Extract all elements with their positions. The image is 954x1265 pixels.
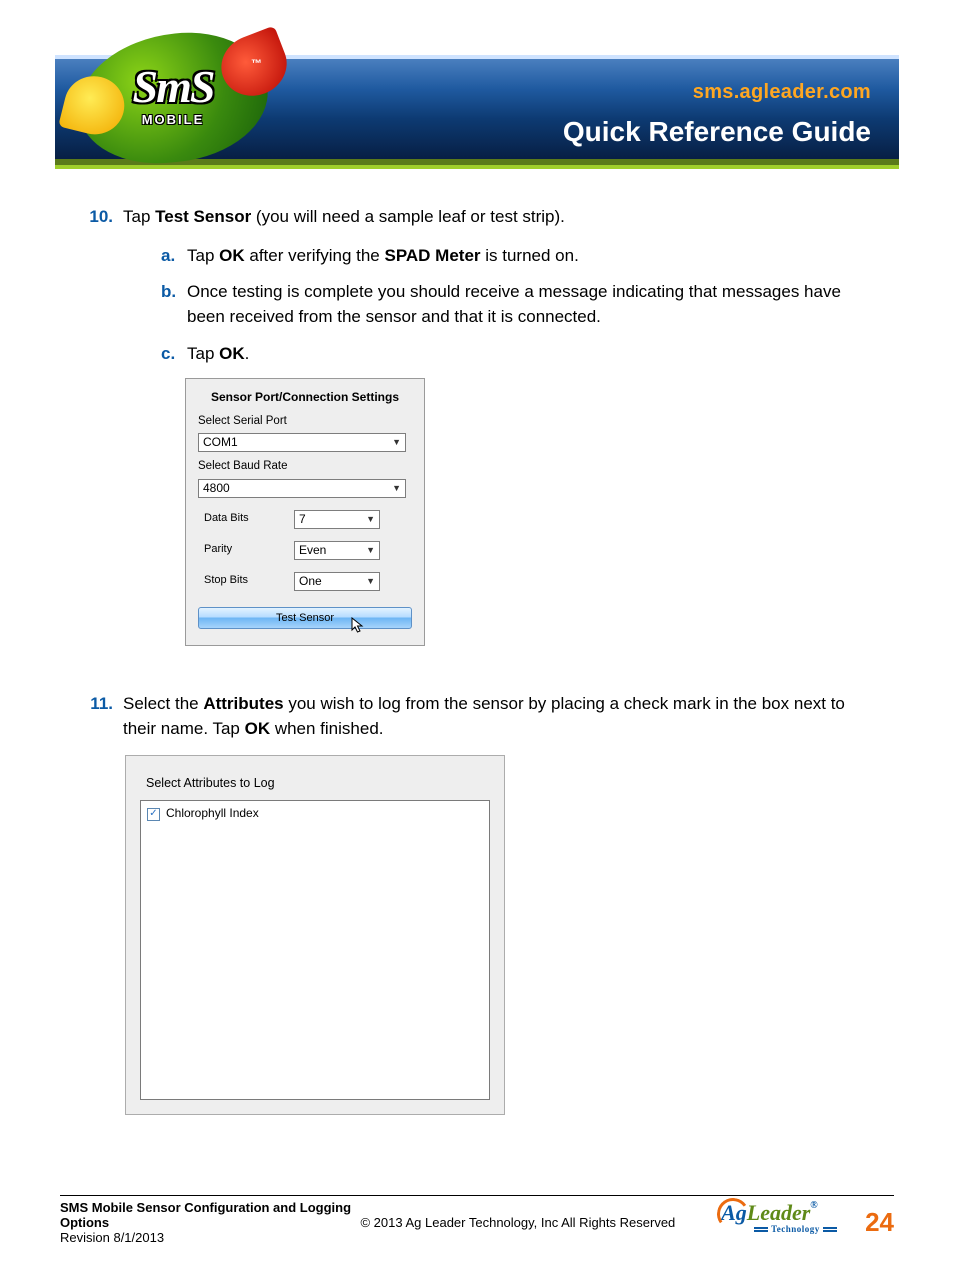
step-number: 10. [85,205,123,674]
bold: SPAD Meter [384,246,480,265]
select-value: Even [299,542,326,559]
sub-number: a. [161,244,187,269]
dialog-title: Sensor Port/Connection Settings [198,389,412,406]
footer-copyright: © 2013 Ag Leader Technology, Inc All Rig… [360,1215,675,1230]
sub-number: b. [161,280,187,329]
chevron-down-icon: ▼ [366,513,375,526]
bold: OK [219,344,245,363]
bold: Test Sensor [155,207,251,226]
footer-revision: Revision 8/1/2013 [60,1230,164,1245]
data-bits-select[interactable]: 7 ▼ [294,510,380,529]
attribute-label: Chlorophyll Index [166,805,259,822]
text: when finished. [270,719,383,738]
select-value: 4800 [203,480,230,497]
data-bits-label: Data Bits [198,511,294,527]
text: Tap [187,344,219,363]
parity-label: Parity [198,542,294,558]
select-value: COM1 [203,434,238,451]
baud-rate-label: Select Baud Rate [198,458,412,475]
sub-number: c. [161,342,187,367]
text: Once testing is complete you should rece… [187,280,869,329]
text: Tap [187,246,219,265]
logo-sub-text: MOBILE [78,112,268,127]
step-11: 11. Select the Attributes you wish to lo… [85,692,869,1115]
logo-tm: ™ [251,58,262,70]
bold: Attributes [203,694,283,713]
baud-rate-select[interactable]: 4800 ▼ [198,479,406,498]
text: . [245,344,250,363]
checkbox-checked-icon[interactable]: ✓ [147,808,160,821]
test-sensor-button[interactable]: Test Sensor [198,607,412,629]
page-content: 10. Tap Test Sensor (you will need a sam… [0,175,954,1115]
bold: OK [219,246,245,265]
chevron-down-icon: ▼ [366,575,375,588]
parity-select[interactable]: Even ▼ [294,541,380,560]
attributes-dialog: Select Attributes to Log ✓ Chlorophyll I… [125,755,505,1115]
stop-bits-label: Stop Bits [198,573,294,589]
chevron-down-icon: ▼ [366,544,375,557]
step-number: 11. [85,692,123,1115]
text: Tap [123,207,155,226]
text: (you will need a sample leaf or test str… [251,207,565,226]
chevron-down-icon: ▼ [392,482,401,495]
serial-port-select[interactable]: COM1 ▼ [198,433,406,452]
stop-bits-select[interactable]: One ▼ [294,572,380,591]
step-10: 10. Tap Test Sensor (you will need a sam… [85,205,869,674]
button-label: Test Sensor [276,612,334,624]
text: is turned on. [481,246,579,265]
footer-title: SMS Mobile Sensor Configuration and Logg… [60,1200,360,1230]
chevron-down-icon: ▼ [392,436,401,449]
attributes-listbox[interactable]: ✓ Chlorophyll Index [140,800,490,1100]
header-banner: sms.agleader.com Quick Reference Guide S… [0,30,954,175]
attribute-row[interactable]: ✓ Chlorophyll Index [147,805,483,822]
bold: OK [245,719,271,738]
text: after verifying the [245,246,385,265]
sensor-port-dialog: Sensor Port/Connection Settings Select S… [185,378,425,646]
page-number: 24 [865,1207,894,1238]
page-footer: SMS Mobile Sensor Configuration and Logg… [60,1195,894,1245]
step-10b: b. Once testing is complete you should r… [161,280,869,329]
step-10a: a. Tap OK after verifying the SPAD Meter… [161,244,869,269]
ag-leader-logo: AgLeader® Technology [721,1200,851,1234]
select-value: One [299,573,322,590]
text: Select the [123,694,203,713]
logo-technology: Technology [751,1224,840,1234]
logo-leader: Leader [747,1200,811,1225]
select-value: 7 [299,511,306,528]
logo-registered: ® [810,1200,817,1211]
serial-port-label: Select Serial Port [198,413,412,430]
sms-mobile-logo: SmS ™ MOBILE [78,34,268,162]
dialog-title: Select Attributes to Log [146,774,490,792]
logo-main-text: SmS [78,60,268,113]
cursor-icon [351,617,365,635]
step-10c: c. Tap OK. [161,342,869,367]
